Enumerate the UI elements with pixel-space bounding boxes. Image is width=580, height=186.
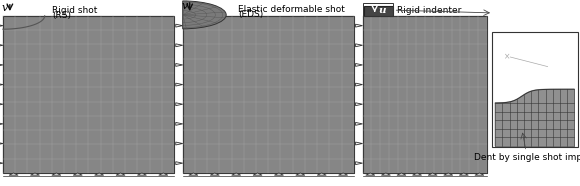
Polygon shape bbox=[253, 173, 262, 175]
Polygon shape bbox=[444, 173, 453, 175]
Polygon shape bbox=[211, 173, 219, 175]
Polygon shape bbox=[176, 83, 183, 86]
Polygon shape bbox=[356, 83, 362, 86]
Polygon shape bbox=[459, 173, 468, 175]
Polygon shape bbox=[95, 173, 104, 175]
Bar bbox=[3, 16, 174, 173]
Polygon shape bbox=[137, 173, 146, 175]
Polygon shape bbox=[356, 63, 362, 66]
Polygon shape bbox=[495, 89, 574, 146]
Polygon shape bbox=[0, 142, 3, 145]
Text: v: v bbox=[2, 3, 8, 13]
Wedge shape bbox=[183, 1, 226, 29]
Polygon shape bbox=[176, 44, 183, 47]
Polygon shape bbox=[356, 142, 362, 145]
Polygon shape bbox=[231, 173, 241, 175]
Polygon shape bbox=[176, 63, 183, 66]
Text: Rigid indenter: Rigid indenter bbox=[397, 6, 462, 15]
Polygon shape bbox=[356, 103, 362, 106]
Polygon shape bbox=[397, 173, 406, 175]
Text: (EDS): (EDS) bbox=[238, 10, 263, 19]
Bar bbox=[183, 16, 354, 173]
Text: v: v bbox=[182, 1, 188, 11]
Bar bbox=[362, 16, 487, 173]
Polygon shape bbox=[52, 173, 61, 175]
Bar bbox=[364, 6, 393, 16]
Polygon shape bbox=[0, 122, 3, 125]
Text: (RS): (RS) bbox=[52, 11, 71, 20]
Polygon shape bbox=[317, 173, 326, 175]
Polygon shape bbox=[176, 24, 183, 27]
Polygon shape bbox=[382, 173, 390, 175]
Polygon shape bbox=[116, 173, 125, 175]
Text: Elastic deformable shot: Elastic deformable shot bbox=[238, 5, 345, 14]
Polygon shape bbox=[189, 173, 198, 175]
Polygon shape bbox=[0, 24, 3, 27]
Polygon shape bbox=[428, 173, 437, 175]
Text: Rigid shot: Rigid shot bbox=[52, 6, 97, 15]
Polygon shape bbox=[356, 24, 362, 27]
Polygon shape bbox=[0, 44, 3, 47]
Polygon shape bbox=[176, 103, 183, 106]
Polygon shape bbox=[296, 173, 305, 175]
Polygon shape bbox=[339, 173, 347, 175]
Polygon shape bbox=[0, 63, 3, 66]
Bar bbox=[363, 3, 393, 16]
Polygon shape bbox=[73, 173, 82, 175]
Text: u: u bbox=[378, 6, 386, 15]
Polygon shape bbox=[0, 83, 3, 86]
Polygon shape bbox=[159, 173, 168, 175]
Polygon shape bbox=[274, 173, 284, 175]
Polygon shape bbox=[356, 44, 362, 47]
Polygon shape bbox=[412, 173, 422, 175]
Polygon shape bbox=[176, 162, 183, 165]
Polygon shape bbox=[9, 173, 18, 175]
Polygon shape bbox=[366, 173, 375, 175]
Polygon shape bbox=[176, 122, 183, 125]
Bar bbox=[492, 32, 578, 147]
Text: Dent by single shot impact: Dent by single shot impact bbox=[474, 153, 580, 161]
Polygon shape bbox=[31, 173, 39, 175]
Polygon shape bbox=[356, 122, 362, 125]
Polygon shape bbox=[0, 103, 3, 106]
Polygon shape bbox=[356, 162, 362, 165]
Text: ×: × bbox=[504, 52, 510, 62]
Polygon shape bbox=[0, 162, 3, 165]
Polygon shape bbox=[475, 173, 484, 175]
Polygon shape bbox=[176, 142, 183, 145]
